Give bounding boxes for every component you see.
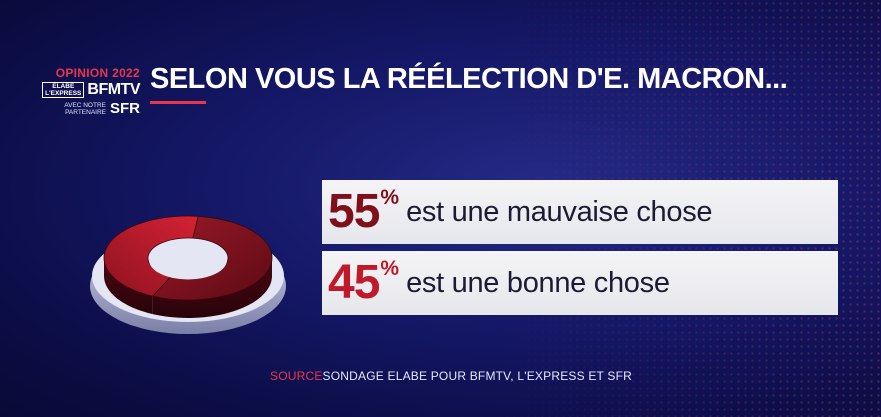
result-bar-bad: 55 % est une mauvaise chose [322,180,838,244]
result-bad-percent-sign: % [380,186,400,209]
source-label: SOURCE [270,369,323,383]
logo-elabe-text: ELABE [52,83,75,90]
logo-elabe-badge: ELABE L'EXPRESS [42,82,85,98]
source-note: SOURCESONDAGE ELABE POUR BFMTV, L'EXPRES… [270,369,632,383]
donut-slices [103,215,273,318]
result-good-percent-sign: % [380,257,400,280]
donut-chart [90,215,286,334]
result-good-percent: 45 [328,256,380,309]
donut-slice-1 [103,215,199,297]
results-list: 55 % est une mauvaise chose 45 % est une… [322,180,838,322]
logo-partner-line1: AVEC NOTRE [64,101,106,109]
logo-express-text: L'EXPRESS [45,90,82,97]
logo-sfr-text: SFR [110,100,140,117]
logo-bfmtv-text: BFMTV [87,81,140,98]
result-bad-label: est une mauvaise chose [406,195,713,228]
donut-slice-side-0 [152,258,272,318]
source-text: SONDAGE ELABE POUR BFMTV, L'EXPRESS ET S… [322,369,632,383]
result-bar-good: 45 % est une bonne chose [322,251,838,315]
chart-title: SELON VOUS LA RÉÉLECTION D'E. MACRON... [150,63,788,95]
logo-partner-text: AVEC NOTRE PARTENAIRE [64,102,106,116]
result-bad-percent: 55 [328,185,380,238]
title-underline [150,101,206,104]
result-good-label: est une bonne chose [406,266,670,299]
elabe-bfmtv-logo: OPINION 2022 ELABE L'EXPRESS BFMTV AVEC … [40,66,140,117]
logo-partner-line2: PARTENAIRE [65,108,106,116]
donut-slice-side-1 [104,258,153,315]
donut-hole [149,240,227,280]
logo-opinion-label: OPINION 2022 [55,66,140,80]
